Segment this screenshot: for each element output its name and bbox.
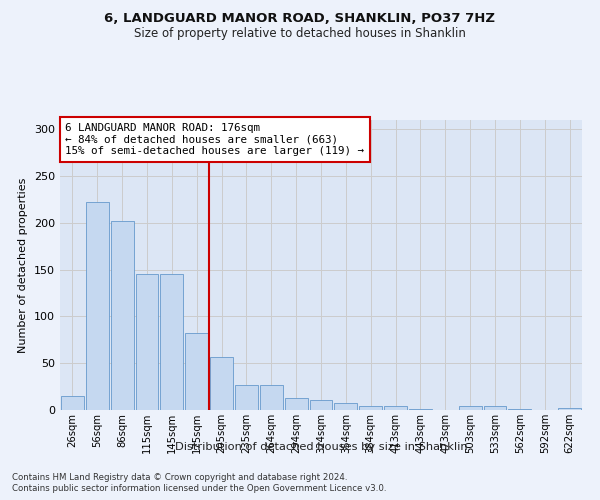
Bar [210, 356, 233, 410]
Text: 6 LANDGUARD MANOR ROAD: 176sqm
← 84% of detached houses are smaller (663)
15% of: 6 LANDGUARD MANOR ROAD: 176sqm ← 84% of … [65, 123, 364, 156]
Bar [185, 334, 208, 410]
Text: Contains HM Land Registry data © Crown copyright and database right 2024.: Contains HM Land Registry data © Crown c… [12, 472, 347, 482]
Bar [285, 398, 308, 410]
Text: Size of property relative to detached houses in Shanklin: Size of property relative to detached ho… [134, 28, 466, 40]
Bar [459, 406, 482, 410]
Bar [160, 274, 183, 410]
Bar [334, 404, 357, 410]
Bar [260, 384, 283, 410]
Y-axis label: Number of detached properties: Number of detached properties [19, 178, 28, 352]
Text: 6, LANDGUARD MANOR ROAD, SHANKLIN, PO37 7HZ: 6, LANDGUARD MANOR ROAD, SHANKLIN, PO37 … [104, 12, 496, 26]
Bar [558, 408, 581, 410]
Bar [235, 384, 258, 410]
Bar [384, 406, 407, 410]
Bar [61, 396, 84, 410]
Bar [484, 406, 506, 410]
Bar [111, 221, 134, 410]
Bar [359, 406, 382, 410]
Bar [310, 400, 332, 410]
Bar [508, 409, 531, 410]
Text: Contains public sector information licensed under the Open Government Licence v3: Contains public sector information licen… [12, 484, 386, 493]
Bar [86, 202, 109, 410]
Text: Distribution of detached houses by size in Shanklin: Distribution of detached houses by size … [175, 442, 467, 452]
Bar [409, 409, 432, 410]
Bar [136, 274, 158, 410]
